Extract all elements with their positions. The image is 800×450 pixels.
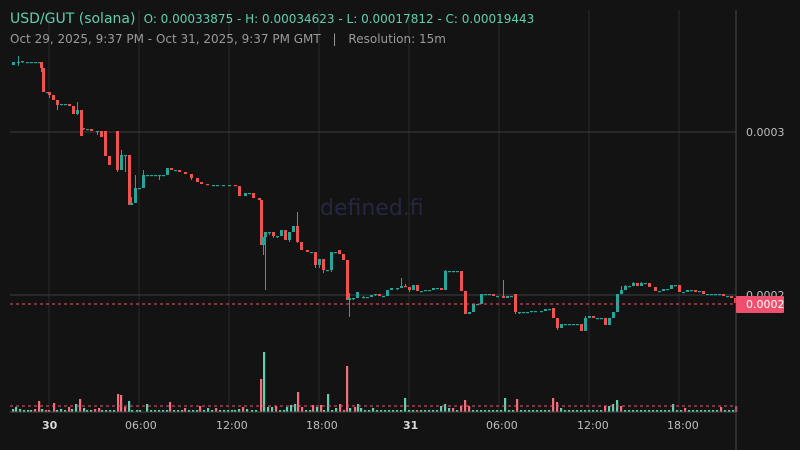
subtitle-row: Oct 29, 2025, 9:37 PM - Oct 31, 2025, 9:… [10,32,534,46]
current-price-label: 0.0002 [746,298,785,311]
ohlc-values: O: 0.00033875 - H: 0.00034623 - L: 0.000… [143,12,535,26]
separator: | [332,32,337,46]
title-row: USD/GUT (solana) O: 0.00033875 - H: 0.00… [10,10,534,29]
x-tick-0600: 06:00 [125,419,157,432]
x-tick-1800-b: 18:00 [667,419,699,432]
x-tick-0600-b: 06:00 [486,419,518,432]
x-tick-31: 31 [403,419,418,432]
x-tick-1800: 18:00 [306,419,338,432]
x-tick-1200-b: 12:00 [577,419,609,432]
x-axis[interactable]: 30 06:00 12:00 18:00 31 06:00 12:00 18:0… [42,419,699,432]
resolution-label: Resolution: 15m [348,32,446,46]
current-price-tag [736,296,784,313]
y-axis[interactable]: 0.0003 0.0002 0.0002 [736,126,785,313]
chart-header: USD/GUT (solana) O: 0.00033875 - H: 0.00… [10,10,534,46]
watermark: defined.fi [320,196,424,221]
date-range: Oct 29, 2025, 9:37 PM - Oct 31, 2025, 9:… [10,32,321,46]
grid-lines [10,10,736,412]
x-tick-1200: 12:00 [216,419,248,432]
pair-label: USD/GUT (solana) [10,11,136,27]
y-tick-0.0003: 0.0003 [746,126,785,139]
x-tick-30: 30 [42,419,58,432]
volume-bars [12,352,738,412]
candles [12,56,737,331]
